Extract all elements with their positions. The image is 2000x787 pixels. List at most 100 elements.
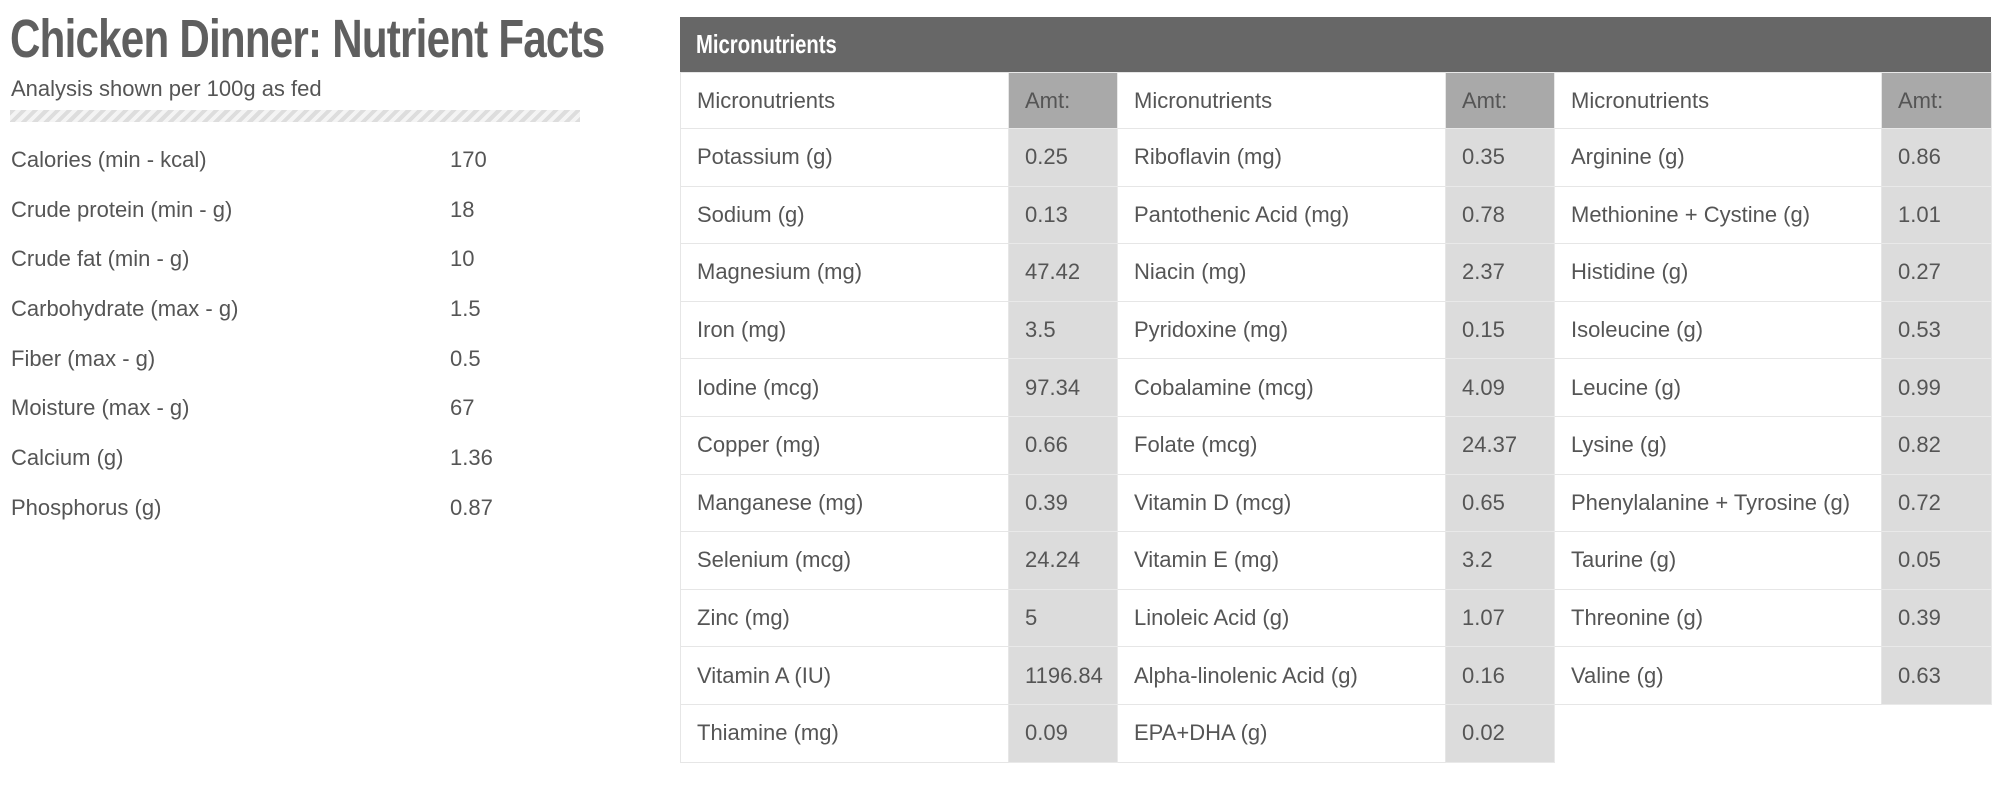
name-cell: Potassium (g): [680, 128, 1009, 187]
name-cell: Linoleic Acid (g): [1117, 588, 1446, 648]
name-cell: Iodine (mcg): [680, 358, 1009, 417]
name-cell: Lysine (g): [1554, 415, 1882, 475]
table-row: Magnesium (mg) 47.42 Niacin (mg) 2.37 Histid…: [680, 243, 1992, 302]
fact-label: Moisture (max - g): [11, 395, 190, 421]
name-cell: Manganese (mg): [680, 473, 1009, 533]
fact-row: Calcium (g) 1.36: [11, 433, 493, 483]
fact-label: Phosphorus (g): [11, 494, 162, 520]
blank-cell: [1554, 703, 1882, 763]
name-cell: Zinc (mg): [680, 588, 1009, 648]
amount-cell: 0.99: [1881, 358, 1992, 417]
fact-label: Calories (min - kcal): [11, 147, 207, 172]
amount-cell: 3.2: [1445, 531, 1555, 590]
amount-cell: 47.42: [1008, 243, 1118, 302]
amount-cell: 0.86: [1881, 128, 1992, 187]
table-row: Sodium (g) 0.13 Pantothenic Acid (mg) 0.78 M…: [680, 185, 1992, 245]
amount-cell: 0.05: [1881, 531, 1992, 590]
name-cell: Phenylalanine + Tyrosine (g): [1554, 473, 1882, 533]
amount-header: Amt:: [1881, 72, 1992, 129]
amount-cell: 0.53: [1881, 300, 1992, 360]
table-row: Manganese (mg) 0.39 Vitamin D (mcg) 0.65 Phe…: [680, 473, 1992, 533]
fact-row: Moisture (max - g) 67: [11, 383, 474, 433]
fact-value: 18: [450, 196, 475, 222]
fact-value: 67: [450, 395, 475, 421]
name-header: Micronutrients: [1117, 72, 1446, 129]
name-cell: Vitamin D (mcg): [1117, 473, 1446, 533]
name-cell: Sodium (g): [680, 185, 1009, 245]
amount-cell: 3.5: [1008, 300, 1118, 360]
name-cell: Thiamine (mg): [680, 703, 1009, 763]
fact-label: Carbohydrate (max - g): [11, 296, 239, 322]
name-cell: Methionine + Cystine (g): [1554, 185, 1882, 245]
name-cell: Copper (mg): [680, 415, 1009, 475]
fact-row: Crude protein (min - g) 18: [11, 185, 474, 235]
fact-row: Carbohydrate (max - g) 1.5: [11, 284, 481, 334]
amount-cell: 0.39: [1008, 473, 1118, 533]
fact-row: Phosphorus (g) 0.87: [11, 483, 493, 533]
amount-cell: 1196.84: [1008, 646, 1118, 705]
amount-cell: 24.24: [1008, 531, 1118, 590]
name-cell: Histidine (g): [1554, 243, 1882, 302]
amount-header: Amt:: [1445, 72, 1555, 129]
name-cell: Taurine (g): [1554, 531, 1882, 590]
amount-header: Amt:: [1008, 72, 1118, 129]
table-row: Iron (mg) 3.5 Pyridoxine (mg) 0.15 Isoleucin…: [680, 300, 1992, 360]
micronutrients-table: Micronutrients Amt: Micronutrients Amt: Micr…: [680, 72, 1992, 763]
fact-value: 10: [450, 246, 475, 272]
name-cell: Threonine (g): [1554, 588, 1882, 648]
name-cell: Leucine (g): [1554, 358, 1882, 417]
amount-cell: 0.66: [1008, 415, 1118, 475]
amount-cell: 0.27: [1881, 243, 1992, 302]
amount-cell: 0.82: [1881, 415, 1992, 475]
name-header: Micronutrients: [1554, 72, 1882, 129]
page-title: Chicken Dinner: Nutrient Facts: [10, 9, 605, 69]
header-row: Micronutrients Amt: Micronutrients Amt: Micr…: [680, 72, 1992, 129]
amount-cell: 0.78: [1445, 185, 1555, 245]
amount-cell: 0.16: [1445, 646, 1555, 705]
name-cell: Cobalamine (mcg): [1117, 358, 1446, 417]
name-cell: Niacin (mg): [1117, 243, 1446, 302]
fact-value: 1.5: [450, 296, 481, 322]
amount-cell: 1.01: [1881, 185, 1992, 245]
table-row: Vitamin A (IU) 1196.84 Alpha-linolenic Aci…: [680, 646, 1992, 705]
amount-cell: 0.63: [1881, 646, 1992, 705]
name-cell: Alpha-linolenic Acid (g): [1117, 646, 1446, 705]
amount-cell: 4.09: [1445, 358, 1555, 417]
name-cell: Magnesium (mg): [680, 243, 1009, 302]
facts-list: Calories (min - kcal) 170 Crude protein (m…: [11, 135, 493, 533]
amount-cell: 0.13: [1008, 185, 1118, 245]
amount-cell: 0.35: [1445, 128, 1555, 187]
name-cell: Selenium (mcg): [680, 531, 1009, 590]
name-cell: Arginine (g): [1554, 128, 1882, 187]
fact-row: Fiber (max - g) 0.5: [11, 334, 481, 384]
fact-row: Calories (min - kcal) 170: [11, 135, 487, 185]
fact-value: 1.36: [450, 445, 493, 471]
amount-cell: 0.25: [1008, 128, 1118, 187]
amount-cell: 0.39: [1881, 588, 1992, 648]
name-cell: Iron (mg): [680, 300, 1009, 360]
fact-label: Fiber (max - g): [11, 345, 156, 371]
fact-value: 170: [450, 147, 487, 172]
amount-cell: 0.09: [1008, 703, 1118, 763]
panel-title: Micronutrients: [696, 29, 837, 59]
name-cell: Folate (mcg): [1117, 415, 1446, 475]
table-row: Potassium (g) 0.25 Riboflavin (mg) 0.35 Argi…: [680, 128, 1992, 187]
name-cell: Pyridoxine (mg): [1117, 300, 1446, 360]
table-row: Thiamine (mg) 0.09 EPA+DHA (g) 0.02: [680, 703, 1992, 763]
subtitle: Analysis shown per 100g as fed: [11, 76, 322, 101]
table-row: Copper (mg) 0.66 Folate (mcg) 24.37 Lysine (…: [680, 415, 1992, 475]
name-cell: EPA+DHA (g): [1117, 703, 1446, 763]
amount-cell: 0.02: [1445, 703, 1555, 763]
name-cell: Vitamin E (mg): [1117, 531, 1446, 590]
name-header: Micronutrients: [680, 72, 1009, 129]
amount-cell: 0.15: [1445, 300, 1555, 360]
divider: [10, 110, 580, 122]
amount-cell: 24.37: [1445, 415, 1555, 475]
table-row: Iodine (mcg) 97.34 Cobalamine (mcg) 4.09 Leu…: [680, 358, 1992, 417]
name-cell: Isoleucine (g): [1554, 300, 1882, 360]
table-row: Selenium (mcg) 24.24 Vitamin E (mg) 3.2 Taur…: [680, 531, 1992, 590]
amount-cell: 5: [1008, 588, 1118, 648]
amount-cell: 0.72: [1881, 473, 1992, 533]
fact-label: Crude protein (min - g): [11, 196, 233, 222]
